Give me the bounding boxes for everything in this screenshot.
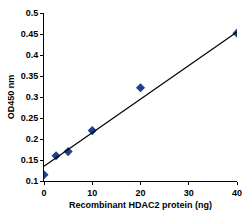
svg-text:0.2: 0.2 — [26, 134, 39, 144]
svg-text:0.4: 0.4 — [26, 50, 39, 60]
svg-text:40: 40 — [232, 188, 242, 198]
svg-text:20: 20 — [135, 188, 145, 198]
svg-text:0.25: 0.25 — [21, 113, 39, 123]
svg-text:Recombinant HDAC2 protein (ng): Recombinant HDAC2 protein (ng) — [69, 200, 212, 210]
svg-text:0.5: 0.5 — [26, 8, 39, 18]
svg-text:0.1: 0.1 — [26, 176, 39, 186]
svg-text:0.35: 0.35 — [21, 71, 39, 81]
svg-text:OD450 nm: OD450 nm — [6, 75, 16, 120]
svg-text:0.45: 0.45 — [21, 29, 39, 39]
svg-text:30: 30 — [184, 188, 194, 198]
svg-text:10: 10 — [87, 188, 97, 198]
svg-text:0.15: 0.15 — [21, 155, 39, 165]
svg-text:0.3: 0.3 — [26, 92, 39, 102]
svg-text:0: 0 — [41, 188, 46, 198]
